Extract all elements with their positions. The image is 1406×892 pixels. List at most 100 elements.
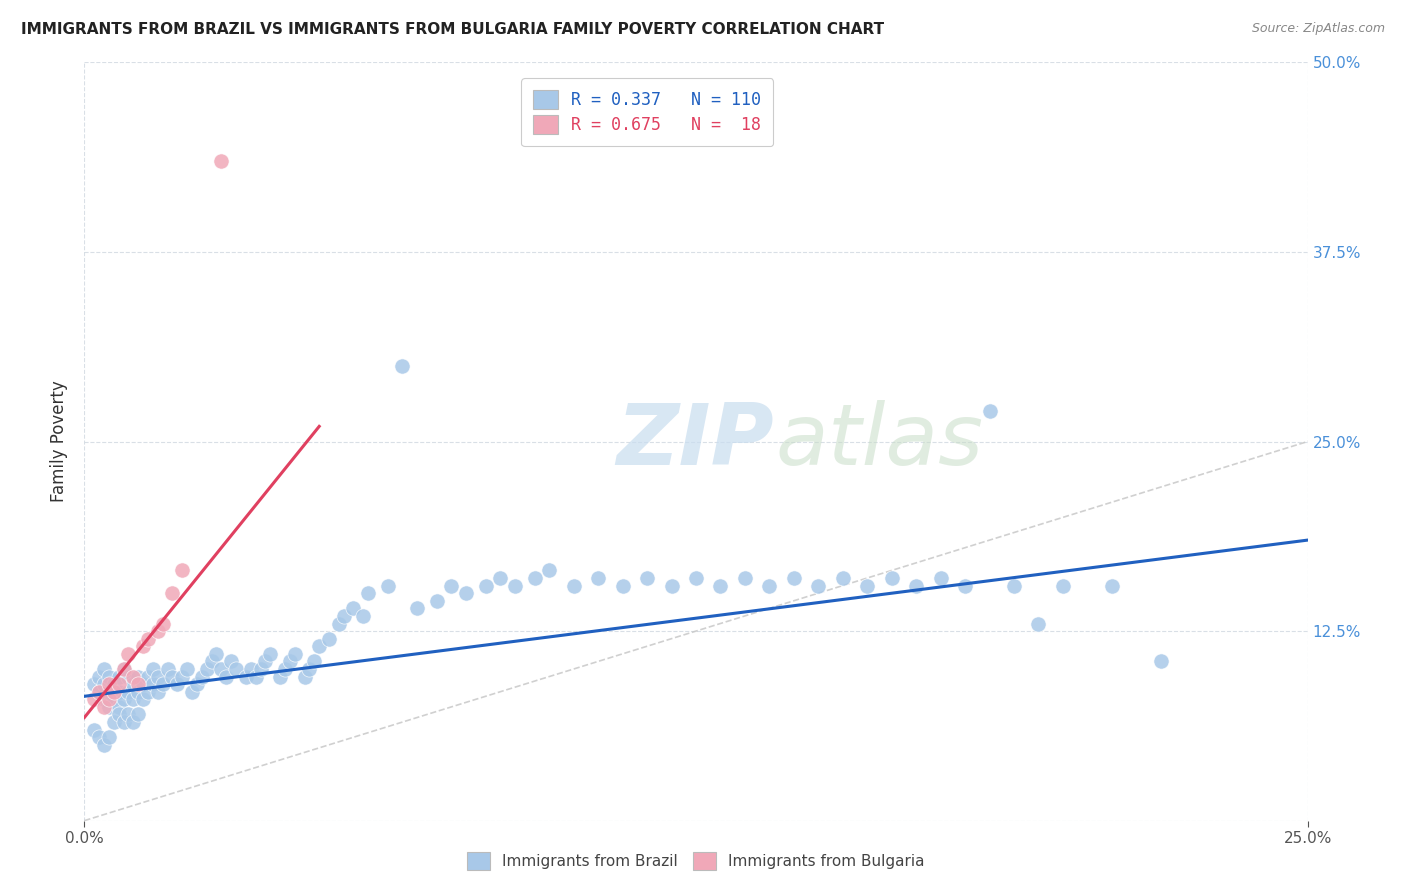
Legend: Immigrants from Brazil, Immigrants from Bulgaria: Immigrants from Brazil, Immigrants from … (460, 845, 932, 878)
Point (166, 677, 188, 691)
Point (538, 564, 561, 578)
Point (929, 571, 952, 585)
Point (93, 677, 115, 691)
Point (132, 639, 155, 653)
Point (734, 571, 756, 585)
Point (377, 579, 399, 593)
Point (352, 608, 374, 623)
Point (112, 715, 135, 730)
Point (142, 662, 165, 676)
Point (209, 153, 232, 168)
Point (83, 723, 105, 737)
Point (1002, 579, 1025, 593)
Point (209, 662, 232, 676)
Point (254, 655, 277, 669)
Text: Source: ZipAtlas.com: Source: ZipAtlas.com (1251, 22, 1385, 36)
Point (318, 632, 340, 646)
Point (406, 601, 429, 615)
Point (127, 685, 149, 699)
Point (979, 404, 1001, 418)
Point (953, 579, 976, 593)
Point (454, 586, 477, 600)
Point (685, 571, 707, 585)
Point (122, 669, 145, 683)
Point (1028, 616, 1050, 631)
Point (200, 655, 222, 669)
Point (132, 677, 155, 691)
Point (107, 669, 129, 683)
Point (856, 579, 879, 593)
Point (136, 632, 159, 646)
Point (107, 685, 129, 699)
Point (87, 669, 110, 683)
Point (1052, 579, 1074, 593)
Point (298, 662, 321, 676)
Point (328, 616, 350, 631)
Point (523, 571, 546, 585)
Point (225, 662, 247, 676)
Point (93, 738, 115, 752)
Point (636, 571, 658, 585)
Point (391, 359, 413, 373)
Point (97, 677, 120, 691)
Point (332, 608, 354, 623)
Point (87, 685, 110, 699)
Point (112, 662, 135, 676)
Point (503, 579, 526, 593)
Point (259, 647, 281, 661)
Point (122, 715, 145, 730)
Point (807, 579, 830, 593)
Point (191, 669, 214, 683)
Point (269, 669, 291, 683)
Point (440, 579, 463, 593)
Point (612, 579, 634, 593)
Point (103, 715, 125, 730)
Point (586, 571, 609, 585)
Point (156, 662, 179, 676)
Point (136, 669, 159, 683)
Point (117, 647, 139, 661)
Point (83, 677, 105, 691)
Point (117, 669, 139, 683)
Point (103, 677, 125, 691)
Point (83, 692, 105, 706)
Point (195, 662, 218, 676)
Point (112, 662, 135, 676)
Point (107, 707, 129, 722)
Point (93, 699, 115, 714)
Point (245, 669, 267, 683)
Point (274, 662, 297, 676)
Point (107, 677, 129, 691)
Point (176, 662, 198, 676)
Point (87, 730, 110, 744)
Point (562, 579, 585, 593)
Point (146, 624, 169, 639)
Point (152, 677, 174, 691)
Point (205, 647, 228, 661)
Point (93, 692, 115, 706)
Point (426, 594, 449, 608)
Point (162, 586, 184, 600)
Point (97, 699, 120, 714)
Point (142, 677, 165, 691)
Point (97, 692, 120, 706)
Point (152, 616, 174, 631)
Point (186, 677, 208, 691)
Text: IMMIGRANTS FROM BRAZIL VS IMMIGRANTS FROM BULGARIA FAMILY POVERTY CORRELATION CH: IMMIGRANTS FROM BRAZIL VS IMMIGRANTS FRO… (21, 22, 884, 37)
Point (103, 685, 125, 699)
Point (127, 677, 149, 691)
Point (1101, 579, 1123, 593)
Point (709, 579, 731, 593)
Point (127, 669, 149, 683)
Point (235, 669, 257, 683)
Point (97, 669, 120, 683)
Point (758, 579, 780, 593)
Point (181, 685, 204, 699)
Point (474, 579, 496, 593)
Point (112, 692, 135, 706)
Point (308, 639, 330, 653)
Text: ZIP: ZIP (616, 400, 775, 483)
Point (357, 586, 380, 600)
Point (107, 699, 129, 714)
Point (661, 579, 683, 593)
